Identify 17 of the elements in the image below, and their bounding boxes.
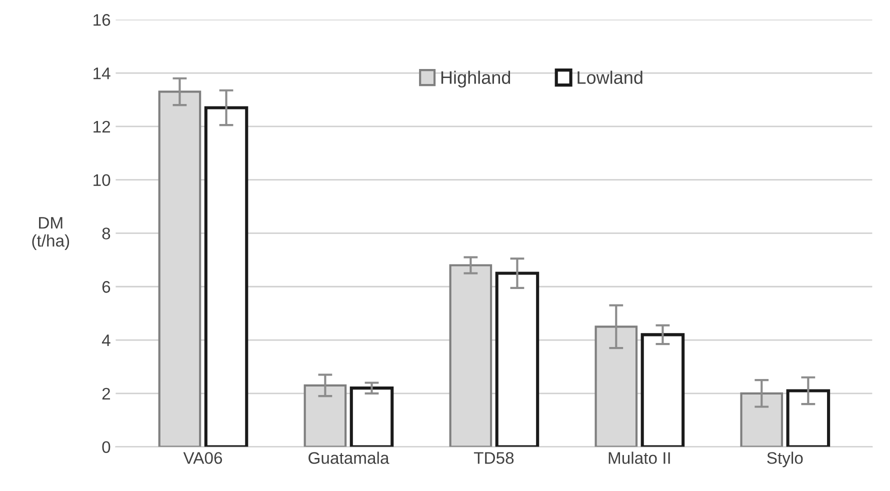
legend-label: Highland [441, 70, 510, 88]
y-tick-label: 0 [102, 441, 110, 454]
y-tick-label: 6 [102, 281, 110, 293]
y-tick-label: 12 [94, 120, 110, 132]
legend-label: Lowland [578, 70, 642, 84]
x-tick-label: Mulato II [608, 452, 670, 464]
x-tick-label: TD58 [474, 452, 514, 464]
y-tick-label: 8 [102, 228, 110, 240]
y-tick-label: 4 [102, 334, 110, 346]
x-tick-label: Stylo [767, 452, 803, 468]
y-tick-label: 16 [94, 14, 110, 26]
x-tick-label: Guatamala [308, 452, 390, 464]
y-axis-title: DM (t/ha) [32, 217, 70, 250]
y-tick-label: 10 [94, 174, 110, 186]
x-tick-label: VA06 [183, 452, 222, 464]
y-tick-label: 14 [94, 68, 110, 80]
y-tick-label: 2 [102, 388, 110, 400]
